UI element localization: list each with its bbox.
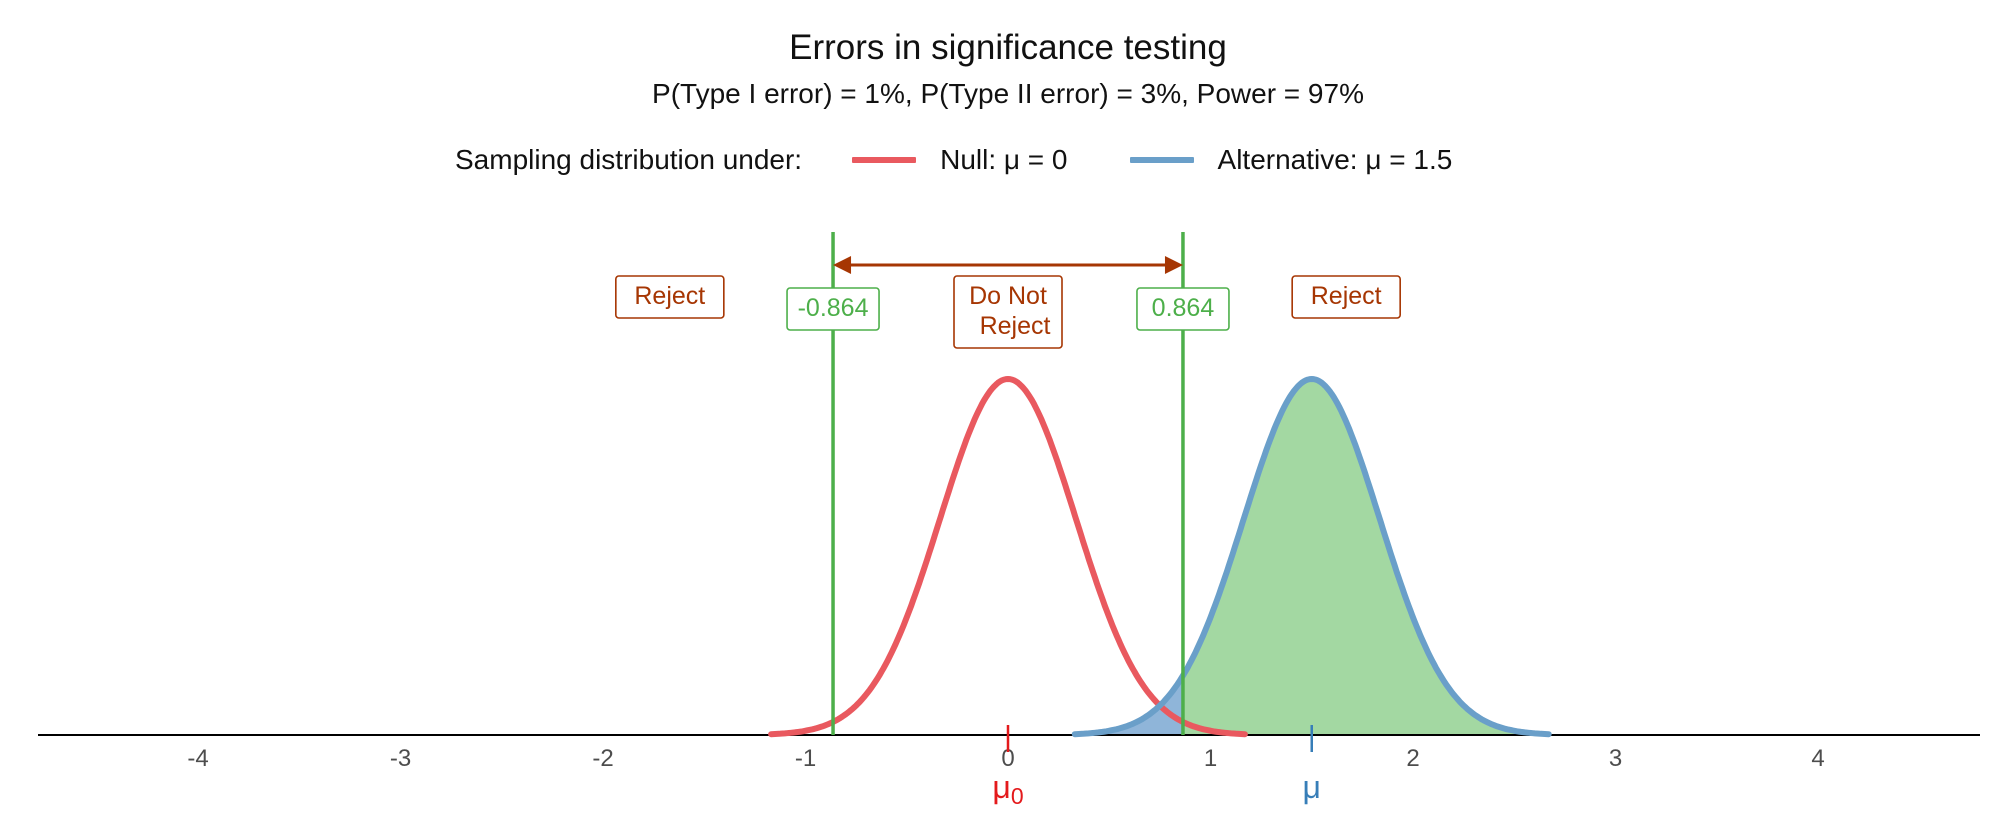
x-tick-label: -2 — [592, 745, 613, 772]
mean-label: μ0 — [992, 769, 1023, 809]
alternative-distribution-curve — [1071, 376, 1552, 738]
x-tick-label: -1 — [795, 745, 816, 772]
mean-label: μ — [1303, 769, 1321, 805]
legend: Sampling distribution under: Null: μ = 0… — [455, 142, 1452, 178]
critical-value-label: 0.864 — [1136, 287, 1230, 331]
chart-title: Errors in significance testing — [789, 28, 1227, 67]
region-label-do-not-reject-text: Do Not — [969, 282, 1047, 310]
legend-label-null: Null: μ = 0 — [940, 144, 1068, 175]
legend-label-alternative: Alternative: μ = 1.5 — [1217, 144, 1453, 175]
x-tick-label: 4 — [1811, 745, 1824, 772]
arrow-head-right — [1164, 256, 1183, 274]
region-label-reject-text: Reject — [634, 282, 705, 310]
region-label-reject-border — [1291, 275, 1401, 319]
critical-value-label: -0.864 — [786, 287, 880, 331]
x-tick-label: 0 — [1001, 745, 1014, 772]
legend-swatch-null — [852, 157, 917, 163]
x-tick-label: 1 — [1204, 745, 1217, 772]
x-tick-label: -4 — [187, 745, 208, 772]
critical-value-label-text: 0.864 — [1152, 294, 1215, 322]
region-label-reject: Reject — [1291, 275, 1401, 319]
legend-title: Sampling distribution under: — [455, 144, 803, 175]
region-label-do-not-reject-text: Reject — [980, 312, 1051, 340]
region-label-reject-text: Reject — [1311, 282, 1382, 310]
shaded-region-power — [1183, 379, 1549, 735]
critical-value-label-border — [1136, 287, 1230, 331]
region-label-reject: Reject — [615, 275, 725, 319]
chart-subtitle: P(Type I error) = 1%, P(Type II error) =… — [652, 78, 1364, 109]
shaded-region-type-II-error — [1074, 675, 1183, 735]
critical-value-label-border — [786, 287, 880, 331]
x-tick-label: 2 — [1406, 745, 1419, 772]
legend-swatch-alternative — [1129, 157, 1194, 163]
x-tick-label: -3 — [390, 745, 411, 772]
critical-value-label-text: -0.864 — [798, 294, 869, 322]
arrow-head-left — [833, 256, 852, 274]
region-label-do-not-reject-border — [953, 275, 1063, 349]
region-label-reject-border — [615, 275, 725, 319]
null-distribution-curve — [768, 376, 1248, 738]
x-tick-label: 3 — [1609, 745, 1622, 772]
